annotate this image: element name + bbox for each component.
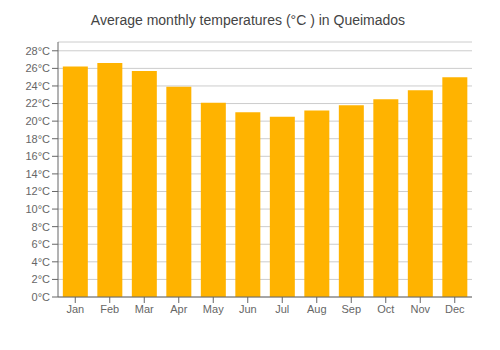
svg-text:24°C: 24°C xyxy=(25,80,50,92)
svg-text:Jul: Jul xyxy=(275,303,289,315)
svg-text:May: May xyxy=(203,303,224,315)
svg-text:18°C: 18°C xyxy=(25,133,50,145)
svg-text:28°C: 28°C xyxy=(25,45,50,57)
svg-text:12°C: 12°C xyxy=(25,185,50,197)
svg-text:8°C: 8°C xyxy=(32,221,51,233)
svg-text:Sep: Sep xyxy=(341,303,361,315)
svg-text:Oct: Oct xyxy=(377,303,394,315)
svg-text:Jan: Jan xyxy=(66,303,84,315)
svg-text:Mar: Mar xyxy=(135,303,154,315)
svg-text:22°C: 22°C xyxy=(25,97,50,109)
svg-text:20°C: 20°C xyxy=(25,115,50,127)
svg-text:14°C: 14°C xyxy=(25,168,50,180)
svg-text:16°C: 16°C xyxy=(25,150,50,162)
svg-text:Aug: Aug xyxy=(307,303,327,315)
svg-text:4°C: 4°C xyxy=(32,256,51,268)
svg-text:0°C: 0°C xyxy=(32,291,51,303)
svg-text:6°C: 6°C xyxy=(32,238,51,250)
svg-text:26°C: 26°C xyxy=(25,62,50,74)
svg-text:2°C: 2°C xyxy=(32,273,51,285)
svg-text:Nov: Nov xyxy=(410,303,430,315)
svg-text:10°C: 10°C xyxy=(25,203,50,215)
html-text:Average monthly temperatures (: Average monthly temperatures (°C ) in Qu… xyxy=(90,12,406,28)
svg-text:Dec: Dec xyxy=(445,303,465,315)
svg-text:Jun: Jun xyxy=(239,303,257,315)
svg-text:Apr: Apr xyxy=(170,303,187,315)
svg-text:Feb: Feb xyxy=(100,303,119,315)
